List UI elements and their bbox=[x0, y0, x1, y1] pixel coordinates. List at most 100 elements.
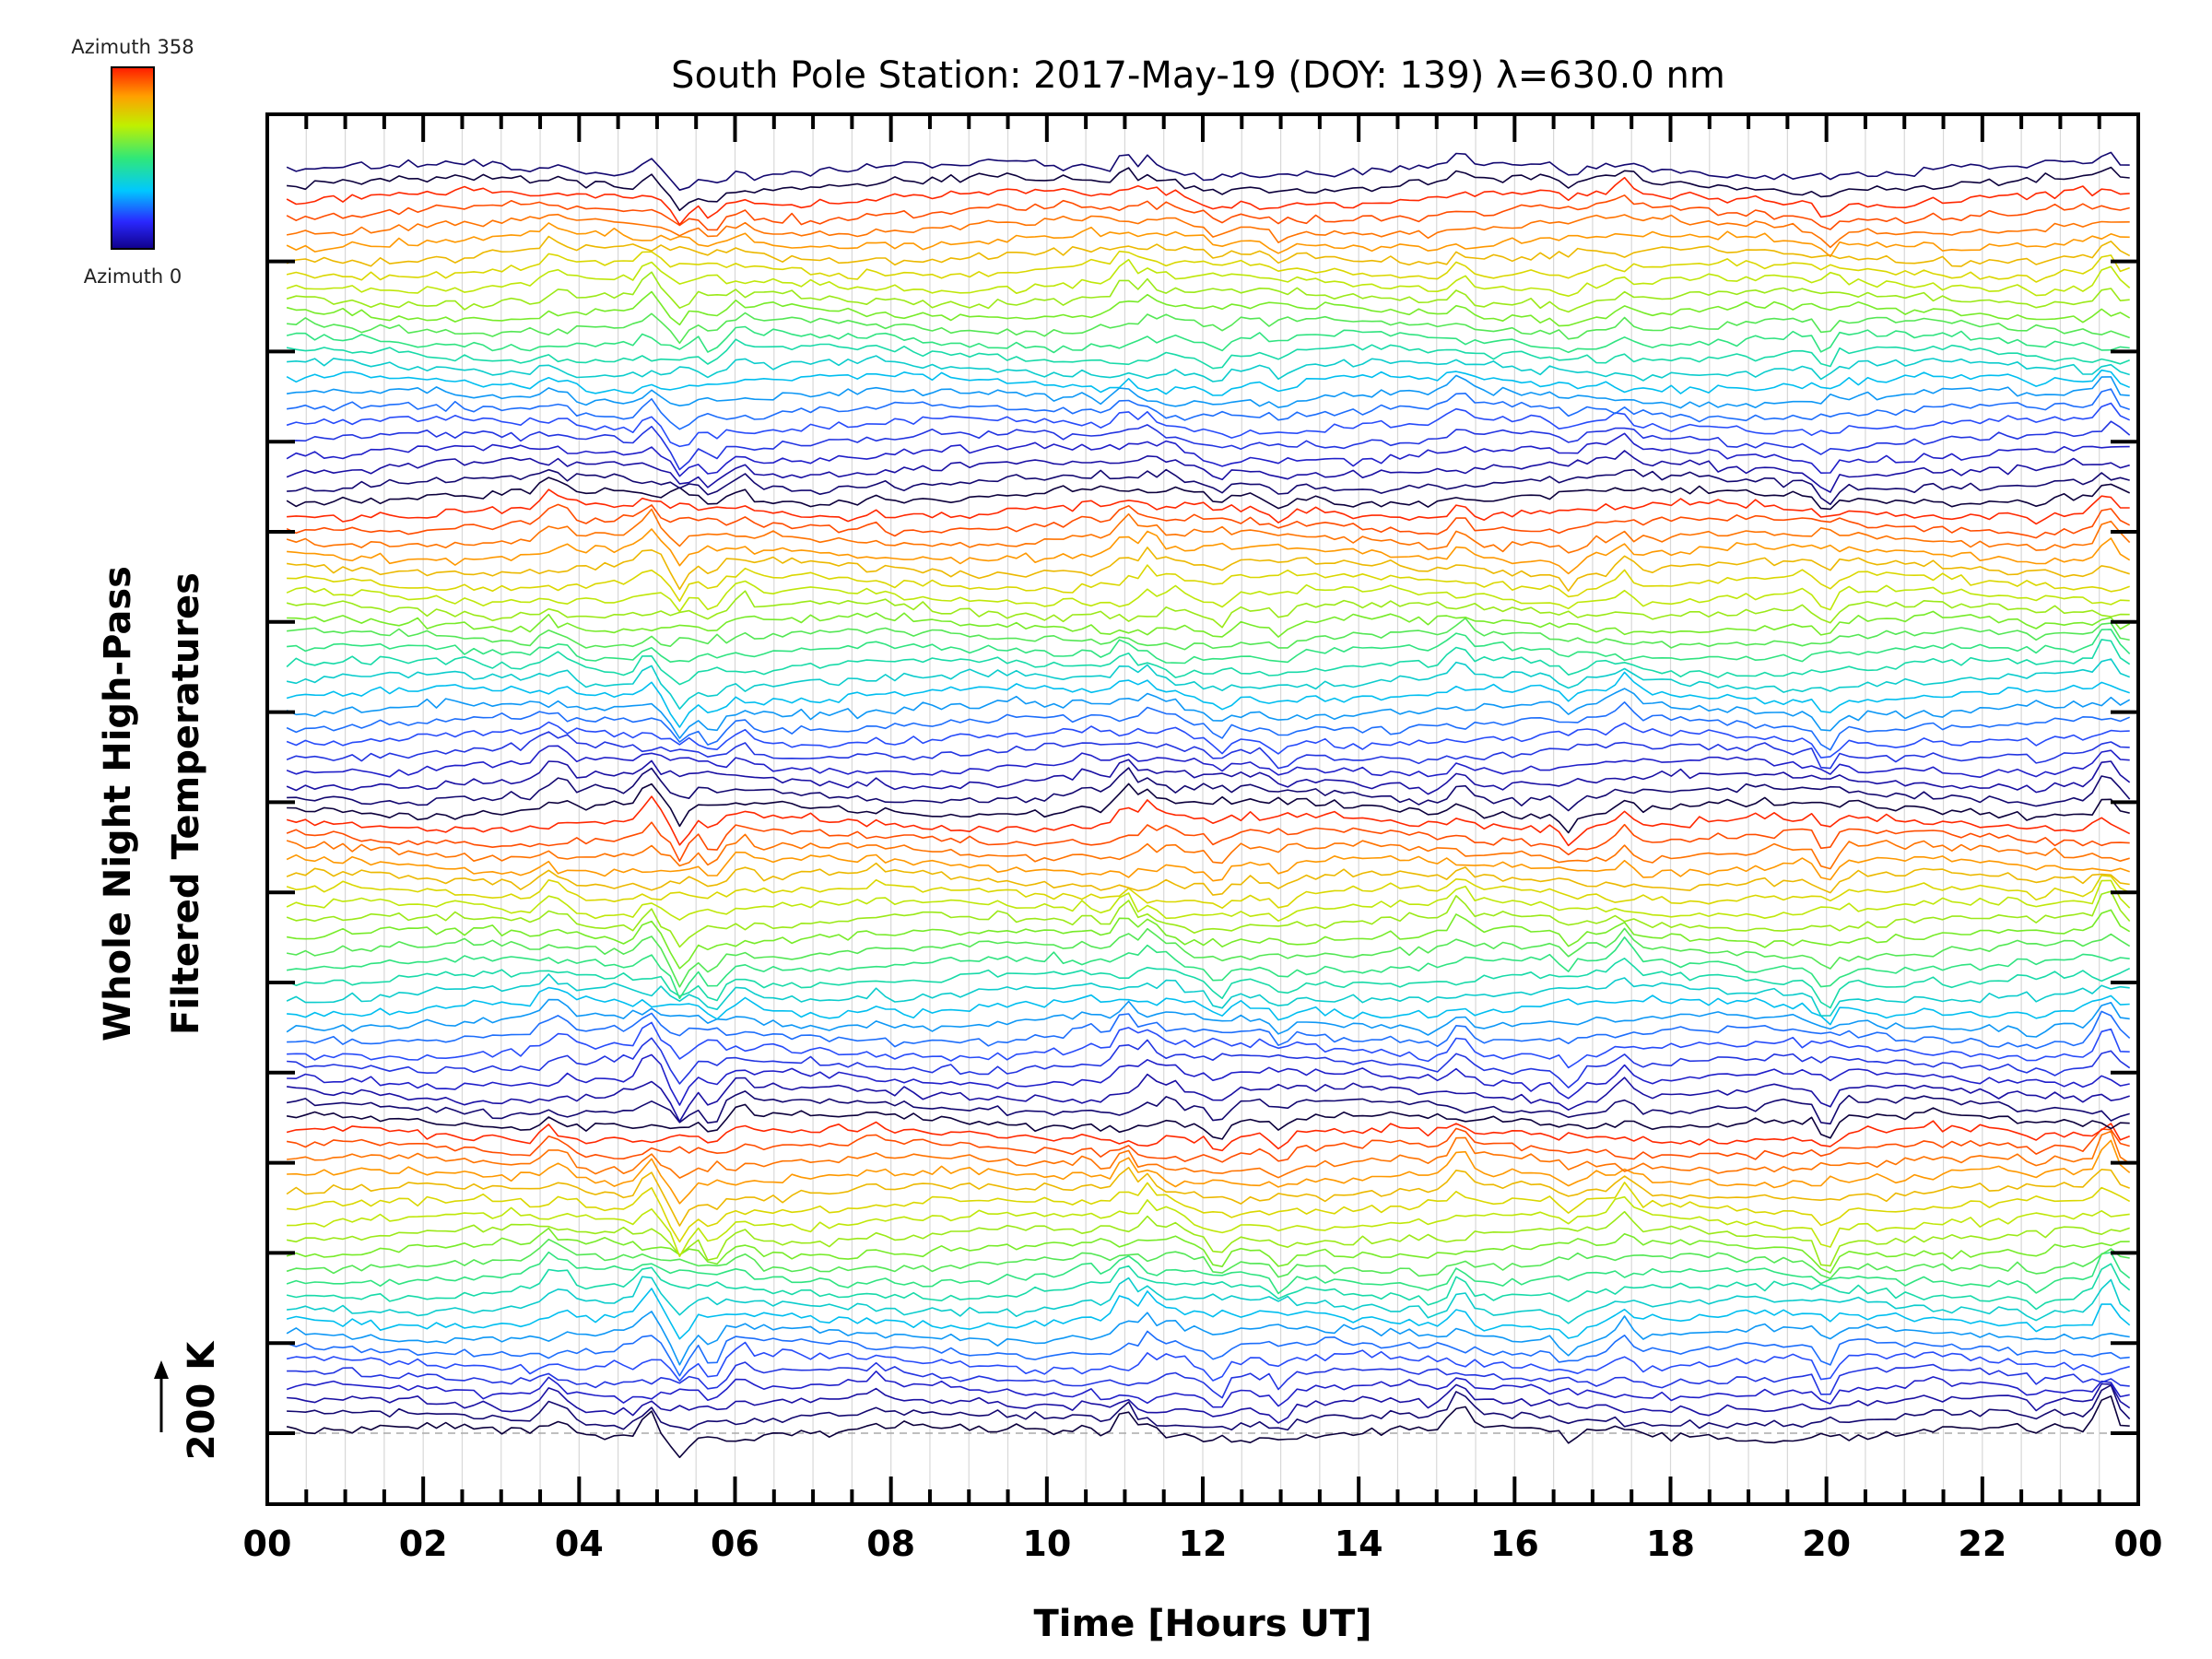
x-tick-label: 12 bbox=[1179, 1524, 1228, 1564]
x-tick-label: 00 bbox=[2114, 1524, 2163, 1564]
series-line bbox=[287, 767, 2131, 812]
series-line bbox=[287, 1010, 2131, 1050]
series-line bbox=[286, 1330, 2130, 1377]
series-line bbox=[286, 851, 2130, 882]
series-line bbox=[286, 590, 2130, 629]
x-tick-label: 02 bbox=[399, 1524, 448, 1564]
series-line bbox=[287, 1182, 2131, 1243]
series-line bbox=[287, 488, 2130, 525]
x-tick-label: 16 bbox=[1490, 1524, 1539, 1564]
x-axis-label: Time [Hours UT] bbox=[1034, 1603, 1372, 1645]
series-line bbox=[286, 833, 2130, 870]
x-tick-label: 18 bbox=[1646, 1524, 1695, 1564]
series-line bbox=[287, 629, 2131, 665]
series-line bbox=[286, 338, 2130, 370]
series-line bbox=[287, 166, 2130, 212]
series-line bbox=[286, 1103, 2130, 1140]
series-line bbox=[286, 927, 2131, 988]
series-line bbox=[286, 402, 2131, 448]
series-line bbox=[286, 1311, 2130, 1366]
series-line bbox=[286, 759, 2131, 795]
series-line bbox=[287, 610, 2131, 638]
series-line bbox=[286, 194, 2130, 231]
series-line bbox=[287, 1037, 2131, 1088]
x-tick-label: 10 bbox=[1022, 1524, 1071, 1564]
series-line bbox=[286, 580, 2130, 613]
x-tick-label: 20 bbox=[1802, 1524, 1851, 1564]
grid bbox=[305, 114, 2100, 1504]
y-axis-label-line1: Whole Night High-Pass bbox=[97, 566, 139, 1041]
tick-marks bbox=[265, 114, 2140, 1504]
series-line bbox=[286, 1288, 2131, 1340]
series-line bbox=[286, 477, 2131, 511]
series-line bbox=[286, 671, 2130, 728]
series-line bbox=[287, 986, 2130, 1026]
series-line bbox=[286, 222, 2130, 258]
series-line bbox=[286, 176, 2130, 226]
series-line bbox=[286, 1167, 2130, 1227]
series-line bbox=[286, 1371, 2130, 1408]
series-line bbox=[287, 312, 2130, 345]
colorbar-bottom-label: Azimuth 0 bbox=[84, 265, 182, 288]
series-line bbox=[286, 998, 2130, 1038]
y-axis-label-line2: Filtered Temperatures bbox=[165, 572, 207, 1035]
series-line bbox=[287, 1139, 2131, 1205]
series-line bbox=[286, 973, 2130, 1017]
series-line bbox=[286, 936, 2130, 1000]
series-line bbox=[286, 290, 2131, 327]
series-line bbox=[286, 1127, 2130, 1163]
series-line bbox=[286, 1120, 2130, 1152]
series-line bbox=[287, 468, 2130, 506]
series-line bbox=[286, 547, 2130, 593]
series-line bbox=[286, 1395, 2130, 1459]
colorbar bbox=[111, 66, 155, 250]
series-line bbox=[286, 862, 2130, 896]
x-tick-labels: 00 02 04 06 08 10 12 14 16 18 20 22 00 bbox=[243, 1524, 2163, 1564]
series-line bbox=[286, 658, 2130, 711]
series-line bbox=[286, 879, 2131, 923]
series-line bbox=[286, 258, 2131, 298]
x-tick-label: 22 bbox=[1958, 1524, 2006, 1564]
series-line bbox=[286, 700, 2131, 751]
series-line bbox=[287, 420, 2131, 471]
x-tick-label: 14 bbox=[1335, 1524, 1383, 1564]
series-line bbox=[286, 369, 2131, 396]
series-line bbox=[286, 731, 2130, 770]
series-line bbox=[286, 235, 2131, 267]
series-line bbox=[286, 1263, 2131, 1311]
series-line bbox=[286, 1251, 2131, 1295]
series-line bbox=[286, 958, 2131, 1009]
series-line bbox=[286, 450, 2130, 493]
series-line bbox=[286, 508, 2131, 554]
series-line bbox=[286, 250, 2130, 283]
series-line bbox=[287, 1276, 2131, 1324]
series-line bbox=[286, 432, 2130, 477]
colorbar-top-label: Azimuth 358 bbox=[71, 36, 194, 58]
series-line bbox=[286, 795, 2131, 847]
series-line bbox=[286, 745, 2130, 779]
series-line bbox=[286, 151, 2130, 191]
series-group bbox=[286, 151, 2131, 1459]
series-line bbox=[287, 1384, 2131, 1431]
series-line bbox=[286, 503, 2131, 539]
series-line bbox=[286, 874, 2131, 910]
series-line bbox=[286, 388, 2130, 430]
series-line bbox=[286, 721, 2130, 759]
series-line bbox=[286, 325, 2130, 354]
series-line bbox=[287, 1195, 2130, 1257]
series-line bbox=[286, 1210, 2130, 1267]
series-line bbox=[286, 821, 2130, 863]
series-line bbox=[286, 890, 2131, 948]
series-line bbox=[286, 213, 2130, 249]
scale-indicator: 200 K bbox=[154, 1340, 223, 1460]
x-tick-label: 04 bbox=[555, 1524, 604, 1564]
series-line bbox=[286, 374, 2130, 409]
series-line bbox=[287, 564, 2130, 603]
series-line bbox=[287, 355, 2130, 382]
chart-title: South Pole Station: 2017-May-19 (DOY: 13… bbox=[671, 54, 1725, 97]
plot-frame bbox=[265, 112, 2140, 1506]
x-tick-label: 06 bbox=[711, 1524, 759, 1564]
series-line bbox=[287, 1361, 2130, 1399]
series-line bbox=[287, 1053, 2130, 1106]
